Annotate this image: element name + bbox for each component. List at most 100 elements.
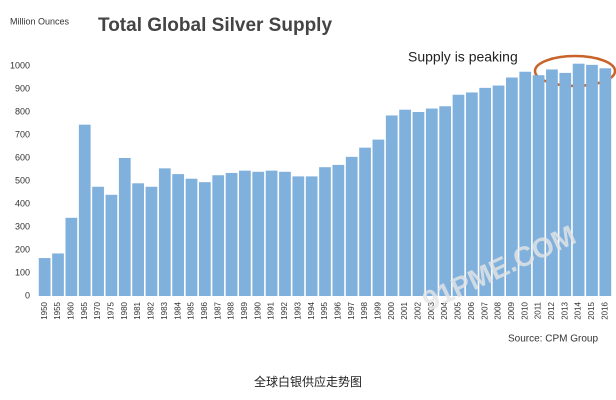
bar: [412, 112, 425, 296]
x-tick-label: 2004: [440, 301, 449, 319]
bar: [78, 124, 91, 297]
x-tick-label: 1982: [147, 301, 156, 319]
x-tick-label: 1994: [307, 301, 316, 319]
x-tick-label: 1989: [240, 301, 249, 319]
x-tick-label: 1988: [227, 301, 236, 319]
x-tick-label: 1991: [267, 301, 276, 319]
bar: [546, 69, 558, 296]
x-tick-label: 2003: [427, 301, 436, 319]
bar: [452, 94, 465, 296]
x-tick-label: 1980: [120, 301, 129, 319]
bar: [345, 156, 358, 296]
x-tick-label: 2014: [574, 301, 583, 319]
y-tick-label: 1000: [10, 60, 30, 70]
bar: [198, 182, 211, 296]
bar: [319, 167, 331, 296]
x-tick-label: 1950: [40, 301, 49, 319]
x-tick-label: 2000: [387, 301, 396, 319]
x-tick-label: 2001: [400, 301, 409, 319]
bar: [92, 186, 104, 296]
bar: [292, 176, 305, 296]
bar: [105, 194, 118, 296]
bar: [519, 71, 532, 296]
bar: [532, 75, 545, 296]
bar: [239, 170, 251, 296]
x-tick-label: 2006: [467, 301, 476, 319]
x-tick-label: 1993: [293, 301, 302, 319]
x-tick-label: 2002: [414, 301, 423, 319]
caption: 全球白银供应走势图: [254, 374, 362, 389]
bar: [132, 183, 144, 296]
x-tick-label: 2009: [507, 301, 516, 319]
x-tick-label: 1981: [133, 301, 142, 319]
x-tick-label: 1999: [374, 301, 383, 319]
bar: [385, 115, 398, 296]
y-tick-label: 100: [15, 267, 30, 277]
x-tick-label: 1998: [360, 301, 369, 319]
bar: [492, 85, 505, 296]
bar: [225, 172, 238, 296]
bar: [118, 158, 131, 296]
x-tick-label: 2010: [520, 301, 529, 319]
bar: [305, 176, 318, 296]
y-tick-label: 900: [15, 83, 30, 93]
x-tick-label: 2012: [547, 301, 556, 319]
bar: [52, 253, 64, 296]
x-tick-label: 1996: [333, 301, 342, 319]
chart-title: Total Global Silver Supply: [98, 15, 332, 36]
x-tick-label: 2016: [600, 301, 609, 319]
x-tick-label: 1955: [53, 301, 62, 319]
bar: [399, 109, 411, 296]
x-tick-label: 2013: [560, 301, 569, 319]
y-tick-label: 600: [15, 152, 30, 162]
bar: [572, 63, 585, 297]
y-tick-label: 800: [15, 106, 30, 116]
y-tick-label: 400: [15, 198, 30, 208]
bar: [65, 217, 78, 296]
bar: [332, 164, 345, 296]
y-tick-label: 700: [15, 129, 30, 139]
x-tick-label: 2005: [454, 301, 463, 319]
x-tick-label: 1995: [320, 301, 329, 319]
x-tick-label: 1983: [160, 301, 169, 319]
bar: [559, 72, 572, 297]
x-tick-label: 2007: [480, 301, 489, 319]
x-tick-label: 1975: [107, 301, 116, 319]
bar: [158, 168, 171, 296]
bar: [265, 170, 278, 296]
bar: [599, 68, 612, 296]
bar: [479, 87, 492, 296]
x-tick-label: 2015: [587, 301, 596, 319]
annotation: Supply is peaking: [408, 49, 518, 65]
x-tick-label: 2008: [494, 301, 503, 319]
bar: [252, 171, 265, 296]
x-tick-label: 1965: [80, 301, 89, 319]
bar: [425, 108, 438, 296]
x-tick-label: 1990: [253, 301, 262, 319]
x-tick-label: 2011: [534, 301, 543, 319]
bar: [145, 186, 158, 296]
x-tick-label: 1986: [200, 301, 209, 319]
y-axis-label: Million Ounces: [10, 16, 70, 26]
bar: [279, 171, 291, 296]
y-tick-label: 300: [15, 221, 30, 231]
y-tick-label: 0: [25, 290, 30, 300]
bar: [172, 174, 185, 296]
source: Source: CPM Group: [508, 334, 598, 345]
x-tick-label: 1987: [213, 301, 222, 319]
bar: [465, 92, 478, 296]
y-tick-label: 200: [15, 244, 30, 254]
bar: [185, 178, 198, 296]
bar: [372, 139, 385, 296]
x-tick-label: 1997: [347, 301, 356, 319]
x-tick-label: 1985: [187, 301, 196, 319]
bar: [506, 77, 518, 296]
bar: [359, 147, 371, 296]
x-tick-label: 1984: [173, 301, 182, 319]
bar: [38, 258, 51, 296]
bar: [439, 106, 452, 296]
x-tick-label: 1992: [280, 301, 289, 319]
bar: [212, 175, 225, 296]
y-tick-label: 500: [15, 175, 30, 185]
